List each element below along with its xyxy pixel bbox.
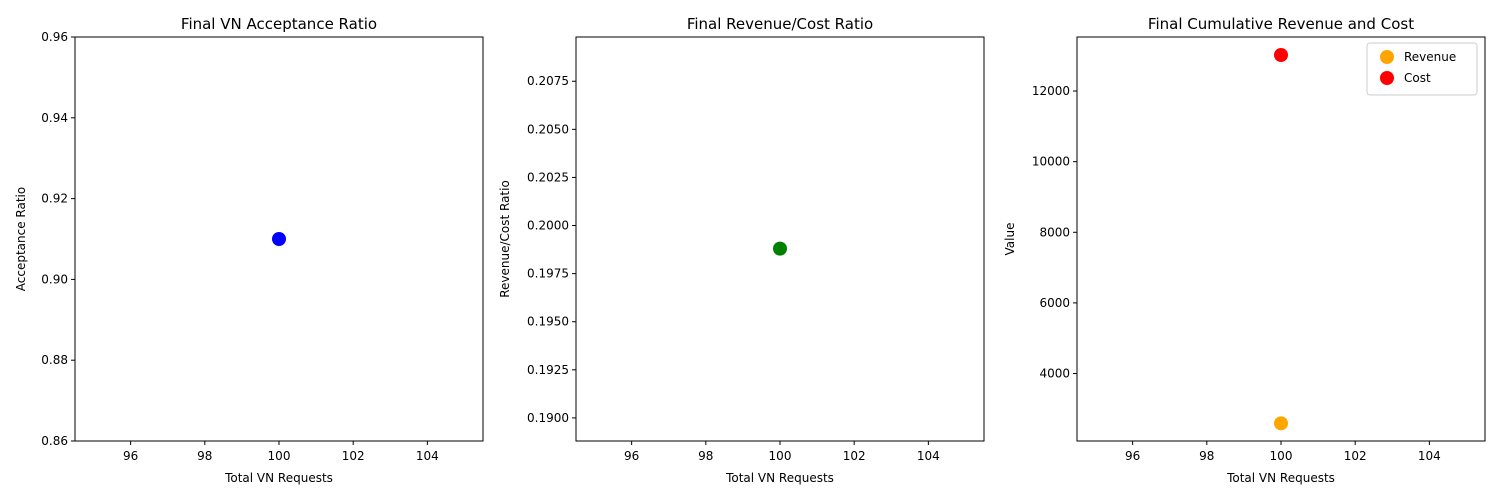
y-tick-label: 8000 xyxy=(1039,225,1070,239)
subplot-title: Final Revenue/Cost Ratio xyxy=(687,15,873,33)
x-tick-label: 96 xyxy=(624,449,639,463)
axes-frame xyxy=(74,36,484,442)
x-axis-label: Total VN Requests xyxy=(1226,471,1335,485)
data-point-cost xyxy=(1274,48,1288,63)
legend: Revenue Cost xyxy=(1366,42,1478,96)
legend-marker-cost xyxy=(1380,71,1394,85)
subplot-cumulative-revenue-cost: Final Cumulative Revenue and Cost Total … xyxy=(1003,15,1486,485)
subplot-title: Final VN Acceptance Ratio xyxy=(181,15,377,33)
y-tick-label: 0.86 xyxy=(41,434,68,448)
y-tick-label: 0.1950 xyxy=(527,315,569,329)
x-tick-label: 102 xyxy=(843,449,866,463)
x-tick-label: 104 xyxy=(917,449,940,463)
axes-frame xyxy=(1076,36,1486,442)
x-tick-label: 96 xyxy=(1125,449,1140,463)
y-tick-label: 0.1975 xyxy=(527,267,569,281)
legend-label-revenue: Revenue xyxy=(1404,50,1456,64)
y-axis-label: Acceptance Ratio xyxy=(14,187,28,291)
y-tick-label: 0.2050 xyxy=(527,122,569,136)
legend-marker-revenue xyxy=(1380,50,1394,64)
subplot-revenue-cost-ratio: Final Revenue/Cost Ratio Total VN Reques… xyxy=(498,15,985,485)
x-tick-label: 98 xyxy=(1199,449,1214,463)
y-tick-label: 0.2025 xyxy=(527,170,569,184)
x-tick-label: 102 xyxy=(1344,449,1367,463)
legend-label-cost: Cost xyxy=(1404,71,1431,85)
x-tick-label: 104 xyxy=(416,449,439,463)
y-tick-label: 0.2075 xyxy=(527,74,569,88)
x-tick-label: 98 xyxy=(197,449,212,463)
y-tick-label: 0.96 xyxy=(41,30,68,44)
y-tick-label: 0.2000 xyxy=(527,219,569,233)
subplot-title: Final Cumulative Revenue and Cost xyxy=(1148,15,1414,33)
x-tick-label: 96 xyxy=(123,449,138,463)
y-axis-label: Revenue/Cost Ratio xyxy=(498,180,512,298)
y-tick-label: 0.1900 xyxy=(527,411,569,425)
legend-box xyxy=(1366,42,1478,96)
x-tick-label: 102 xyxy=(342,449,365,463)
x-axis-label: Total VN Requests xyxy=(725,471,834,485)
axes-frame xyxy=(575,36,985,442)
data-point xyxy=(773,241,787,256)
data-point-revenue xyxy=(1274,416,1288,431)
y-tick-label: 0.88 xyxy=(41,353,68,367)
y-tick-label: 6000 xyxy=(1039,296,1070,310)
y-tick-label: 0.90 xyxy=(41,272,68,286)
subplot-acceptance-ratio: Final VN Acceptance Ratio Total VN Reque… xyxy=(14,15,484,485)
y-tick-label: 0.92 xyxy=(41,192,68,206)
y-tick-label: 4000 xyxy=(1039,367,1070,381)
x-tick-label: 100 xyxy=(268,449,291,463)
y-tick-label: 0.1925 xyxy=(527,363,569,377)
x-tick-label: 104 xyxy=(1418,449,1441,463)
x-axis-label: Total VN Requests xyxy=(224,471,333,485)
x-tick-label: 100 xyxy=(1270,449,1293,463)
x-tick-label: 98 xyxy=(698,449,713,463)
data-point xyxy=(272,232,286,246)
y-axis-label: Value xyxy=(1003,223,1017,256)
y-tick-label: 12000 xyxy=(1032,84,1070,98)
y-tick-label: 0.94 xyxy=(41,111,68,125)
y-tick-label: 10000 xyxy=(1032,155,1070,169)
x-tick-label: 100 xyxy=(769,449,792,463)
